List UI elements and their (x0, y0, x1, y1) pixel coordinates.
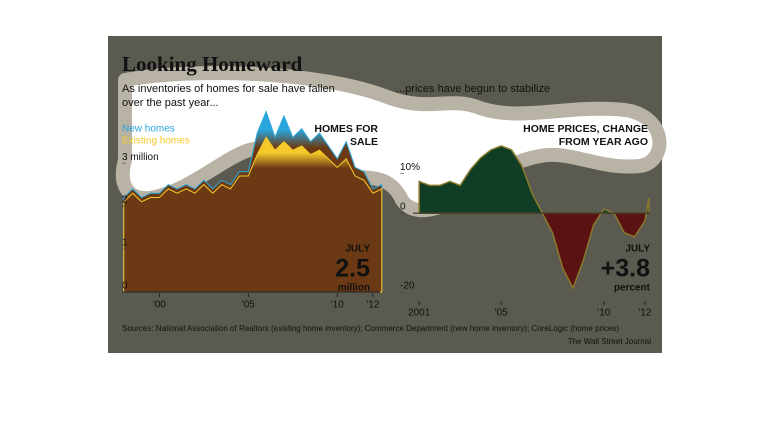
y-tick-label: 0 (400, 202, 406, 213)
subtitle: As inventories of homes for sale have fa… (122, 83, 335, 95)
y-tick-label: 0 (122, 281, 128, 292)
annotation-unit: million (338, 283, 370, 294)
x-tick-label: '00 (153, 300, 166, 311)
y-tick-label: 1 (122, 238, 128, 249)
annotation-unit: percent (614, 283, 651, 294)
x-tick-label: '05 (242, 300, 255, 311)
x-tick-label: 2001 (408, 308, 431, 319)
chart-title: FROM YEAR AGO (559, 136, 648, 148)
chart-title: SALE (350, 136, 378, 148)
x-tick-label: '10 (331, 300, 344, 311)
annotation-month: JULY (345, 244, 370, 255)
legend-entry: New homes (122, 124, 175, 135)
area (123, 136, 383, 293)
subtitle: over the past year... (122, 97, 219, 109)
x-tick-label: '10 (597, 308, 610, 319)
y-tick-label: -20 (400, 281, 415, 292)
chart-title: HOME PRICES, CHANGE (523, 123, 648, 135)
title: Looking Homeward (122, 52, 303, 76)
annotation-value: +3.8 (601, 255, 650, 283)
x-tick-label: '12 (366, 300, 379, 311)
chart-title: HOMES FOR (314, 123, 378, 135)
x-tick-label: '05 (495, 308, 508, 319)
y-tick-label: 2 (122, 195, 128, 206)
source: Sources: National Association of Realtor… (122, 324, 619, 333)
x-tick-label: '12 (638, 308, 651, 319)
area (418, 213, 650, 290)
legend-entry: Existing homes (122, 136, 190, 147)
y-tick-label: 3 million (122, 152, 159, 163)
subtitle: ...prices have begun to stabilize (396, 83, 550, 95)
y-tick-label: 10% (400, 162, 420, 173)
annotation-value: 2.5 (335, 255, 370, 283)
annotation-month: JULY (625, 244, 650, 255)
credit: The Wall Street Journal (568, 337, 652, 346)
